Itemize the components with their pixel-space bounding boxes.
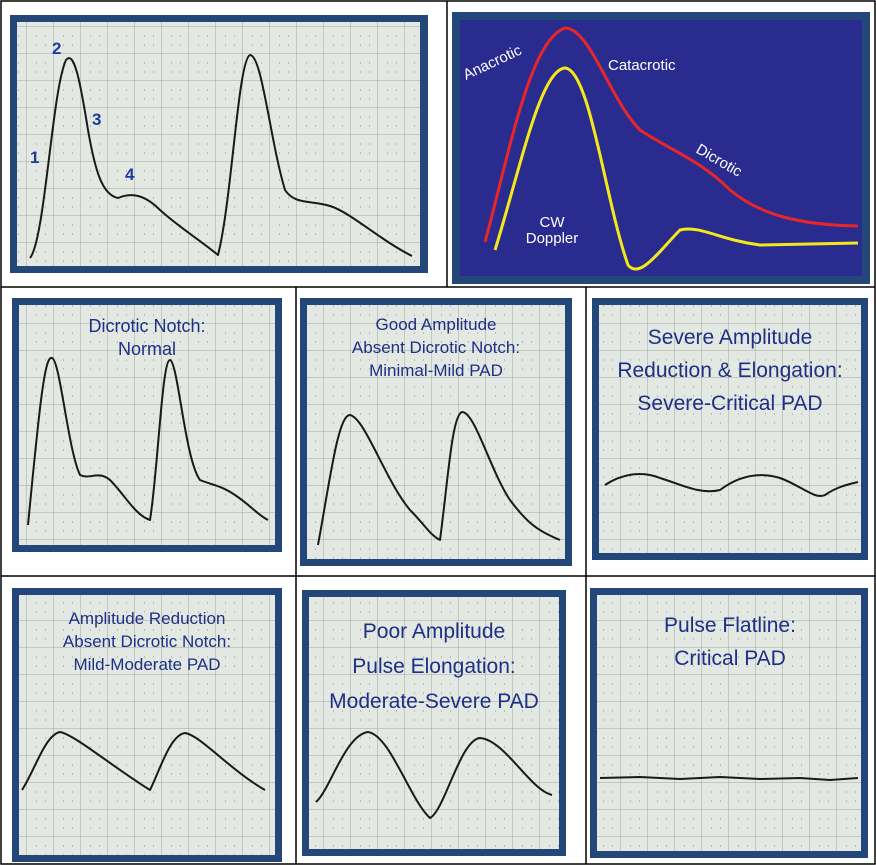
- phase-label: 1: [30, 148, 39, 167]
- panel-title: Poor Amplitude: [363, 620, 505, 643]
- panel-minimal-mild: Good Amplitude Absent Dicrotic Notch: Mi…: [300, 298, 572, 566]
- panel-title: Amplitude Reduction: [69, 609, 226, 628]
- curve-label: Catacrotic: [608, 57, 676, 74]
- panel-title: Reduction & Elongation:: [617, 359, 842, 382]
- panel-waveform-phases: 1 2 3 4: [10, 15, 428, 273]
- panel-title: Severe-Critical PAD: [637, 392, 822, 415]
- phase-label: 4: [125, 165, 135, 184]
- panel-title: Good Amplitude: [376, 315, 497, 334]
- panel-normal: Dicrotic Notch: Normal: [12, 298, 282, 552]
- panel-title: Dicrotic Notch:: [88, 316, 205, 336]
- doppler-label: CW: [540, 214, 566, 231]
- panel-title: Pulse Flatline:: [664, 614, 796, 637]
- panel-title: Minimal-Mild PAD: [369, 361, 503, 380]
- doppler-label: Doppler: [526, 230, 579, 247]
- panel-moderate-severe: Poor Amplitude Pulse Elongation: Moderat…: [302, 590, 566, 856]
- panel-title: Normal: [118, 339, 176, 359]
- panel-mild-moderate: Amplitude Reduction Absent Dicrotic Notc…: [12, 588, 282, 862]
- phase-label: 3: [92, 110, 101, 129]
- panel-severe-critical: Severe Amplitude Reduction & Elongation:…: [592, 298, 868, 560]
- panel-title: Severe Amplitude: [648, 326, 813, 349]
- panel-title: Critical PAD: [674, 647, 786, 670]
- panel-title: Mild-Moderate PAD: [73, 655, 220, 674]
- phase-label: 2: [52, 39, 61, 58]
- panel-title: Moderate-Severe PAD: [329, 690, 539, 713]
- panel-critical: Pulse Flatline: Critical PAD: [590, 588, 868, 858]
- panel-title: Absent Dicrotic Notch:: [63, 632, 231, 651]
- panel-doppler: Anacrotic Catacrotic Dicrotic CW Doppler: [452, 12, 870, 284]
- panel-title: Absent Dicrotic Notch:: [352, 338, 520, 357]
- panel-title: Pulse Elongation:: [352, 655, 515, 678]
